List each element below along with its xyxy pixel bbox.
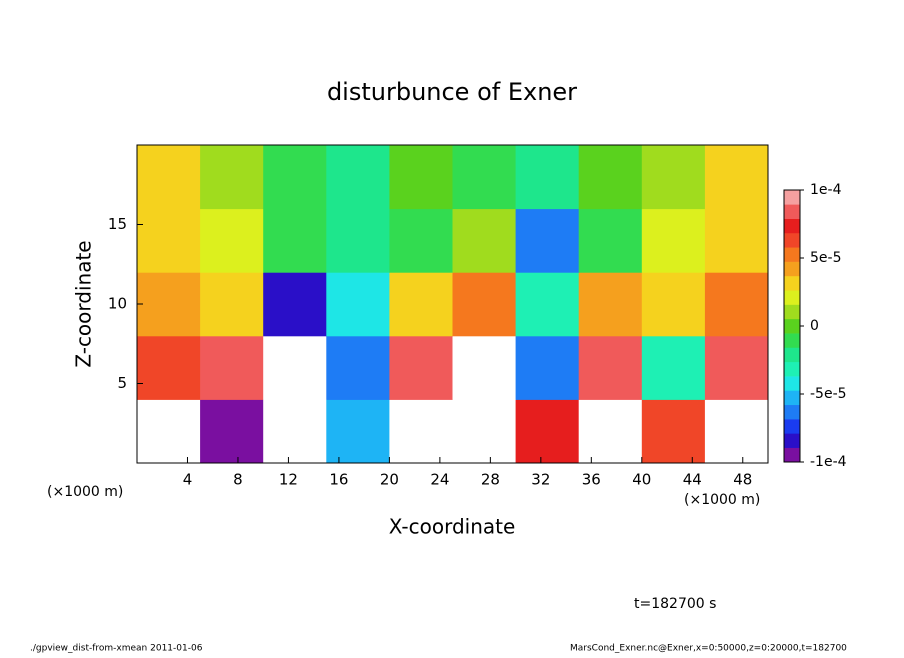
colorbar-swatch xyxy=(784,318,800,334)
footer-right: MarsCond_Exner.nc@Exner,x=0:50000,z=0:20… xyxy=(570,644,847,654)
heatmap-cell xyxy=(515,335,580,400)
colorbar-swatch xyxy=(784,333,800,348)
heatmap-cell xyxy=(641,145,706,210)
y-unit-label: (×1000 m) xyxy=(47,484,123,500)
heatmap-cell xyxy=(137,145,201,210)
x-tick-label: 32 xyxy=(531,471,550,489)
colorbar-swatch xyxy=(784,433,800,448)
heatmap-cell xyxy=(704,272,769,337)
colorbar-tick-label: -5e-5 xyxy=(810,386,847,402)
heatmap-cell xyxy=(263,272,327,337)
heatmap-cell xyxy=(389,272,453,337)
heatmap-cell xyxy=(137,208,201,273)
heatmap-cell xyxy=(326,335,390,400)
heatmap-cell xyxy=(263,208,327,273)
heatmap-cell xyxy=(137,272,201,337)
heatmap-cell xyxy=(515,208,580,273)
heatmap-cell xyxy=(389,399,453,464)
heatmap-cell xyxy=(704,399,769,464)
heatmap-cell xyxy=(641,208,706,273)
x-tick-label: 48 xyxy=(733,471,752,489)
heatmap-cell xyxy=(578,208,643,273)
x-tick-label: 24 xyxy=(430,471,449,489)
colorbar-swatch xyxy=(784,390,800,406)
y-axis-label: Z-coordinate xyxy=(72,240,96,367)
colorbar-tick-label: 1e-4 xyxy=(810,182,842,198)
heatmap-cell xyxy=(263,335,327,400)
colorbar-swatch xyxy=(784,404,800,420)
colorbar-swatch xyxy=(784,218,800,234)
heatmap-cell xyxy=(578,335,643,400)
heatmap-cell xyxy=(389,145,453,210)
annotation: t=182700 s xyxy=(634,596,716,612)
x-tick-label: 8 xyxy=(233,471,243,489)
x-tick-label: 4 xyxy=(183,471,193,489)
heatmap-cell xyxy=(200,399,264,464)
heatmap-cell xyxy=(137,399,201,464)
heatmap-cell xyxy=(200,208,264,273)
chart-title: disturbunce of Exner xyxy=(327,78,577,106)
heatmap-cell xyxy=(389,335,453,400)
heatmap-cell xyxy=(452,272,517,337)
colorbar-swatch xyxy=(784,261,800,277)
colorbar-swatch xyxy=(784,376,800,391)
colorbar-tick-label: -1e-4 xyxy=(810,454,847,470)
colorbar-swatch xyxy=(784,447,800,463)
heatmap-cell xyxy=(641,272,706,337)
x-tick-label: 12 xyxy=(279,471,298,489)
heatmap-cell xyxy=(452,208,517,273)
heatmap-cell xyxy=(515,145,580,210)
heatmap-cell xyxy=(200,335,264,400)
heatmap-cell xyxy=(704,208,769,273)
heatmap-cell xyxy=(578,145,643,210)
colorbar-tick-label: 5e-5 xyxy=(810,250,841,266)
colorbar-swatch xyxy=(784,232,800,248)
x-tick-label: 20 xyxy=(380,471,399,489)
heatmap-cell xyxy=(326,145,390,210)
heatmap-cell xyxy=(515,272,580,337)
colorbar-swatch xyxy=(784,419,800,434)
heatmap-cell xyxy=(326,399,390,464)
x-tick-label: 36 xyxy=(582,471,601,489)
colorbar-swatch xyxy=(784,290,800,305)
heatmap-cell xyxy=(641,399,706,464)
heatmap-cell xyxy=(578,272,643,337)
heatmap-cell xyxy=(137,335,201,400)
x-tick-label: 44 xyxy=(683,471,702,489)
colorbar-swatch xyxy=(784,347,800,363)
colorbar-swatch xyxy=(784,204,800,219)
colorbar-swatch xyxy=(784,304,800,320)
heatmap-cell xyxy=(326,208,390,273)
y-tick-label: 5 xyxy=(117,374,127,392)
heatmap-cell xyxy=(452,145,517,210)
heatmap-cell xyxy=(200,145,264,210)
heatmap-cell xyxy=(515,399,580,464)
colorbar-swatch xyxy=(784,190,800,205)
heatmap-cell xyxy=(389,208,453,273)
x-axis-label: X-coordinate xyxy=(389,515,516,539)
x-unit-label: (×1000 m) xyxy=(684,492,760,508)
colorbar-swatch xyxy=(784,275,800,291)
heatmap-cell xyxy=(578,399,643,464)
heatmap-cell xyxy=(326,272,390,337)
footer-left: ./gpview_dist-from-xmean 2011-01-06 xyxy=(30,644,203,654)
heatmap-cell xyxy=(200,272,264,337)
y-tick-label: 15 xyxy=(108,215,127,233)
colorbar-swatch xyxy=(784,361,800,377)
x-tick-label: 40 xyxy=(632,471,651,489)
x-tick-label: 16 xyxy=(329,471,348,489)
colorbar-swatch xyxy=(784,247,800,262)
x-tick-label: 28 xyxy=(481,471,500,489)
colorbar-tick-label: 0 xyxy=(810,318,819,334)
heatmap-cell xyxy=(641,335,706,400)
heatmap-cell xyxy=(704,145,769,210)
y-tick-label: 10 xyxy=(108,295,127,313)
heatmap-cell xyxy=(263,145,327,210)
heatmap-cell xyxy=(452,399,517,464)
heatmap-cell xyxy=(452,335,517,400)
heatmap-cell xyxy=(263,399,327,464)
heatmap-cell xyxy=(704,335,769,400)
